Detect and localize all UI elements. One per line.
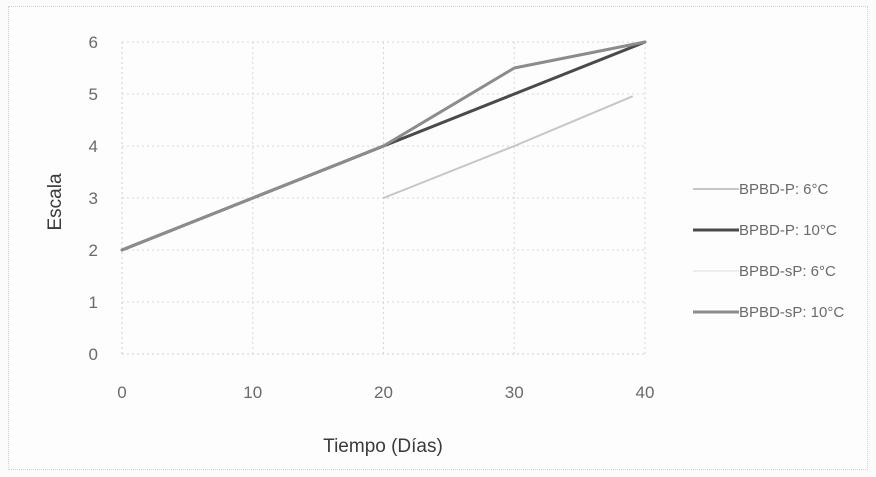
series-line-1 (382, 95, 633, 199)
x-tick-label: 0 (117, 383, 126, 402)
y-tick-label: 4 (89, 137, 98, 156)
legend-label: BPBD-P: 6°C (739, 181, 829, 198)
x-tick-label: 20 (374, 383, 393, 402)
y-tick-label: 3 (89, 189, 98, 208)
y-tick-label: 5 (89, 85, 98, 104)
legend: BPBD-P: 6°C BPBD-P: 10°C BPBD-sP: 6°C BPBD-… (693, 181, 844, 321)
chart-frame: 0 1 2 3 4 5 6 0 10 20 30 40 BPBD-P: 6°C BPBD-P: 10°C… (8, 6, 868, 470)
series-lines (120, 40, 647, 252)
x-axis-title: Tiempo (Días) (323, 436, 443, 457)
y-axis-title: Escala (45, 173, 66, 230)
x-tick-label: 30 (505, 383, 524, 402)
line-chart: 0 1 2 3 4 5 6 0 10 20 30 40 BPBD-P: 6°C BPBD-P: 10°C… (45, 33, 844, 457)
legend-label: BPBD-sP: 6°C (739, 263, 836, 280)
axes: 0 1 2 3 4 5 6 0 10 20 30 40 (89, 33, 655, 402)
legend-label: BPBD-sP: 10°C (739, 304, 844, 321)
y-tick-label: 6 (89, 33, 98, 52)
series-line-4 (120, 40, 647, 252)
x-tick-label: 10 (243, 383, 262, 402)
legend-label: BPBD-P: 10°C (739, 222, 837, 239)
y-tick-label: 1 (89, 293, 98, 312)
y-tick-label: 2 (89, 241, 98, 260)
x-tick-label: 40 (636, 383, 655, 402)
y-tick-label: 0 (89, 345, 98, 364)
